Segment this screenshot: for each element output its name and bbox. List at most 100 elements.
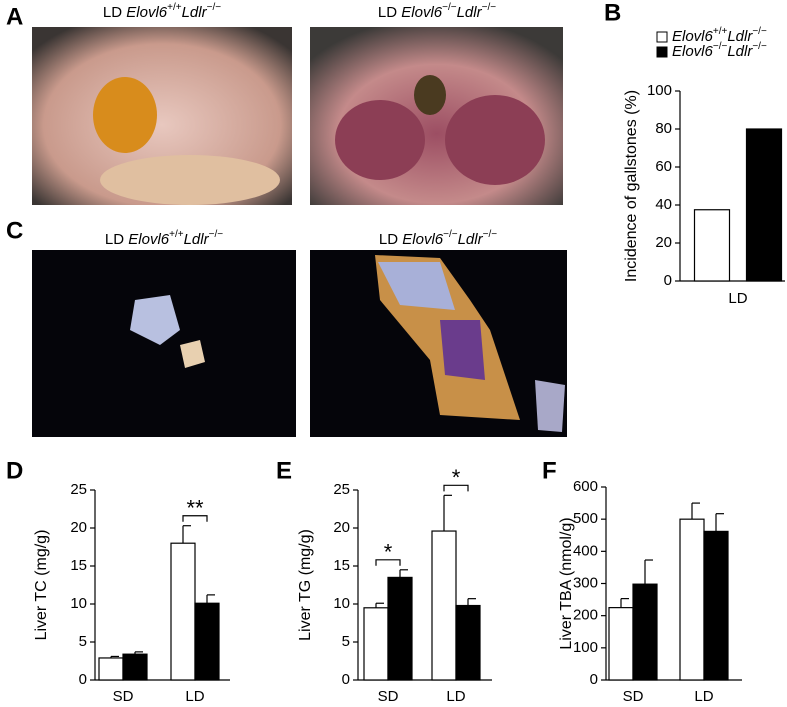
x-tick-label: SD: [378, 688, 399, 705]
gallbladder: [414, 75, 446, 115]
y-tick-label: 5: [342, 633, 350, 650]
bar: [745, 128, 783, 282]
liver-lobe: [335, 100, 425, 180]
y-tick-label: 200: [573, 607, 598, 624]
panel-letter: A: [6, 3, 23, 30]
bar: [387, 576, 413, 681]
text-part: Elovl6: [128, 231, 170, 248]
legend-label: Elovl6−/−Ldlr−/−: [672, 41, 767, 60]
y-tick-label: 100: [647, 82, 672, 99]
y-tick-label: 60: [655, 158, 672, 175]
significance-label: *: [384, 540, 393, 565]
error-bar: [715, 513, 724, 532]
error-bar: [620, 598, 629, 608]
y-tick-label: 40: [655, 196, 672, 213]
y-tick-label: 10: [333, 595, 350, 612]
crystal: [130, 295, 180, 345]
text-part: −/−: [207, 2, 222, 13]
text-part: Elovl6: [672, 28, 714, 45]
text-part: Ldlr: [727, 28, 753, 45]
text-part: +/+: [167, 2, 182, 13]
crystal: [378, 262, 455, 310]
panel-letter: B: [604, 0, 621, 26]
error-bar: [110, 655, 119, 658]
image-caption: LD Elovl6+/+Ldlr−/−: [105, 229, 223, 248]
text-part: Ldlr: [458, 231, 484, 248]
y-axis-label: Liver TBA (nmol/g): [558, 517, 575, 649]
legend-label: Elovl6+/+Ldlr−/−: [672, 26, 767, 45]
y-tick-label: 5: [79, 633, 87, 650]
significance-label: *: [452, 465, 461, 490]
bar: [608, 607, 634, 681]
text-part: Elovl6: [672, 43, 714, 60]
bar: [679, 518, 705, 681]
significance-label: **: [186, 496, 204, 521]
error-bar: [182, 525, 191, 544]
text-part: Elovl6: [402, 231, 444, 248]
chart: 0 100 200 300 400 500 600 Liver TBA (nmol/g) SD L…: [558, 478, 742, 705]
photo-panel-c: [32, 250, 567, 437]
text-part: Ldlr: [184, 231, 210, 248]
y-tick-label: 25: [70, 481, 87, 498]
bar: [431, 530, 457, 681]
error-bar: [691, 502, 700, 520]
y-tick-label: 20: [70, 519, 87, 536]
text-part: LD: [378, 4, 397, 21]
chart: 0 5 10 15 20 25 Liver TG (mg/g) SD * LD *: [297, 465, 492, 705]
x-tick-label: SD: [623, 688, 644, 705]
text-part: +/+: [713, 26, 728, 37]
text-part: −/−: [713, 41, 728, 52]
crystal: [535, 380, 565, 432]
y-tick-label: 25: [333, 481, 350, 498]
photo: [32, 250, 296, 437]
panel-letter: C: [6, 217, 23, 244]
y-tick-label: 20: [655, 234, 672, 251]
text-part: LD: [379, 231, 398, 248]
y-tick-label: 0: [79, 671, 87, 688]
text-part: −/−: [209, 229, 224, 240]
bar: [363, 607, 389, 681]
legend-swatch: [656, 46, 668, 58]
significance-bracket: [443, 484, 469, 492]
bar: [455, 604, 481, 681]
y-tick-label: 10: [70, 595, 87, 612]
x-tick-label: LD: [185, 688, 204, 705]
tissue: [100, 155, 280, 205]
bar: [693, 209, 731, 282]
bar: [122, 653, 148, 681]
gallbladder: [93, 77, 157, 153]
significance-bracket: [375, 559, 401, 566]
y-axis-label: Incidence of gallstones (%): [623, 90, 640, 282]
text-part: LD: [105, 231, 124, 248]
chart: 0 20 40 60 80 100 Incidence of gallstones (%) L…: [623, 26, 785, 307]
y-tick-label: 15: [333, 557, 350, 574]
legend-swatch: [656, 31, 668, 43]
y-tick-label: 500: [573, 510, 598, 527]
image-caption: LD Elovl6+/+Ldlr−/−: [103, 2, 221, 21]
bar: [98, 657, 124, 681]
panel-letter: F: [542, 457, 557, 484]
y-axis-label: Liver TC (mg/g): [33, 530, 50, 641]
y-tick-label: 100: [573, 639, 598, 656]
image-caption: LD Elovl6−/−Ldlr−/−: [378, 2, 496, 21]
text-part: Ldlr: [182, 4, 208, 21]
y-tick-label: 80: [655, 120, 672, 137]
image-caption: LD Elovl6−/−Ldlr−/−: [379, 229, 497, 248]
y-tick-label: 600: [573, 478, 598, 495]
text-part: Ldlr: [727, 43, 753, 60]
text-part: −/−: [442, 2, 457, 13]
error-bar: [443, 494, 452, 532]
panel-letter: D: [6, 457, 23, 484]
error-bar: [399, 569, 408, 578]
text-part: −/−: [482, 2, 497, 13]
y-tick-label: 15: [70, 557, 87, 574]
error-bar: [134, 651, 143, 655]
crystal: [440, 320, 485, 380]
text-part: −/−: [443, 229, 458, 240]
bar: [632, 583, 658, 681]
bar: [703, 530, 729, 681]
y-tick-label: 0: [342, 671, 350, 688]
y-tick-label: 300: [573, 574, 598, 591]
x-tick-label: SD: [113, 688, 134, 705]
y-tick-label: 0: [590, 671, 598, 688]
